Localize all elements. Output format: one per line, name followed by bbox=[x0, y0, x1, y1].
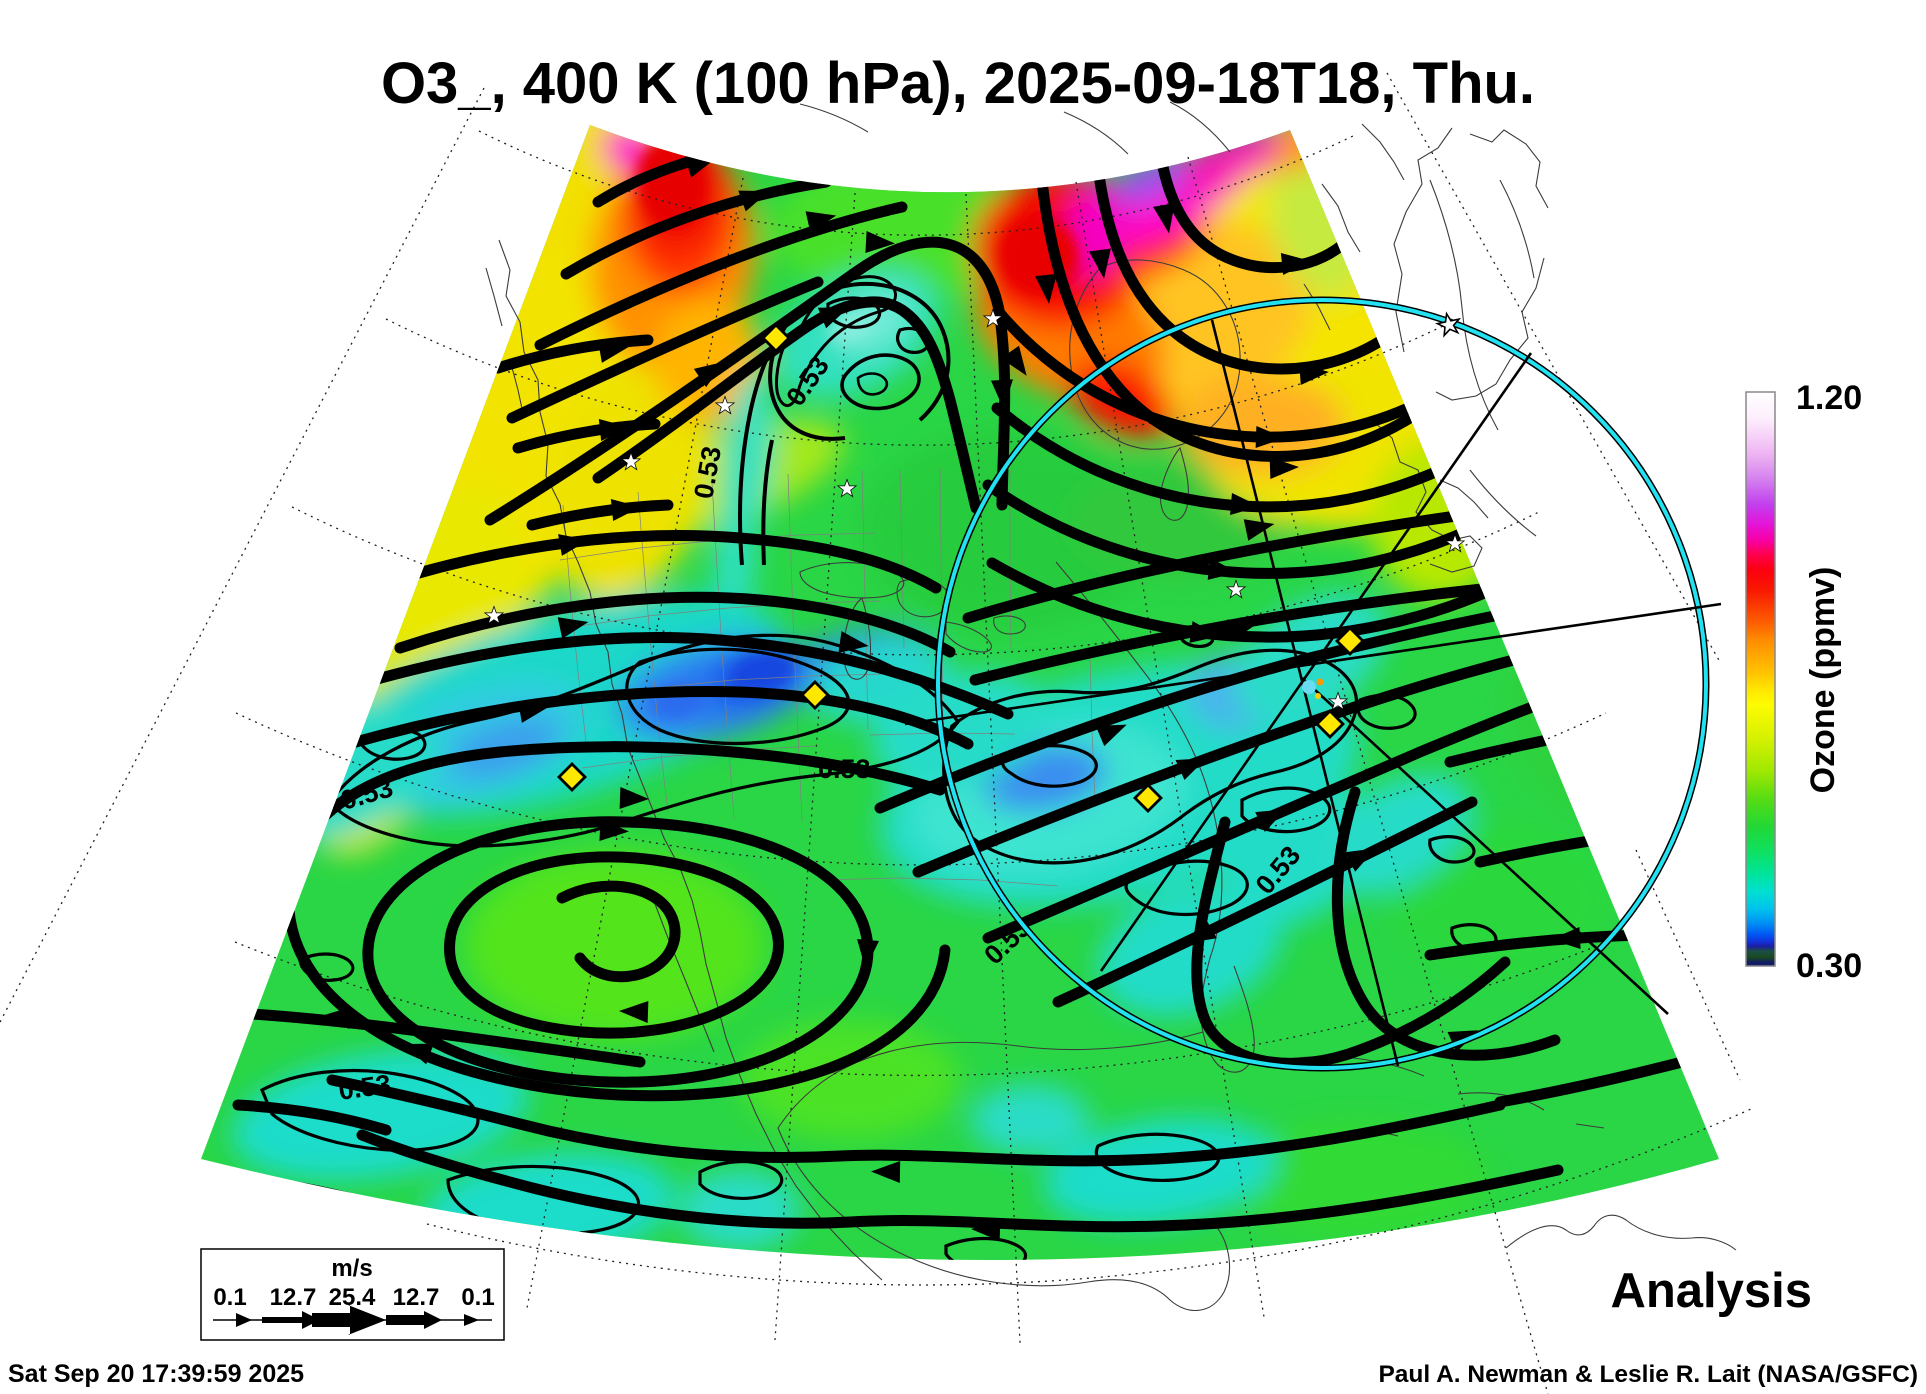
svg-text:1.20: 1.20 bbox=[1796, 379, 1862, 417]
svg-text:0.1: 0.1 bbox=[213, 1284, 246, 1311]
svg-text:25.4: 25.4 bbox=[329, 1284, 376, 1311]
svg-text:Sat Sep 20 17:39:59 2025: Sat Sep 20 17:39:59 2025 bbox=[8, 1360, 304, 1388]
svg-text:0.30: 0.30 bbox=[1796, 947, 1862, 985]
svg-text:m/s: m/s bbox=[331, 1255, 372, 1282]
svg-text:Ozone (ppmv): Ozone (ppmv) bbox=[1804, 567, 1842, 794]
svg-text:12.7: 12.7 bbox=[393, 1284, 440, 1311]
svg-text:Paul A. Newman & Leslie R. Lai: Paul A. Newman & Leslie R. Lait (NASA/GS… bbox=[1378, 1361, 1918, 1388]
svg-text:O3_, 400 K (100 hPa), 2025-09-: O3_, 400 K (100 hPa), 2025-09-18T18, Thu… bbox=[381, 51, 1535, 116]
svg-text:12.7: 12.7 bbox=[270, 1284, 317, 1311]
svg-text:Analysis: Analysis bbox=[1610, 1264, 1812, 1318]
svg-text:0.1: 0.1 bbox=[461, 1284, 494, 1311]
